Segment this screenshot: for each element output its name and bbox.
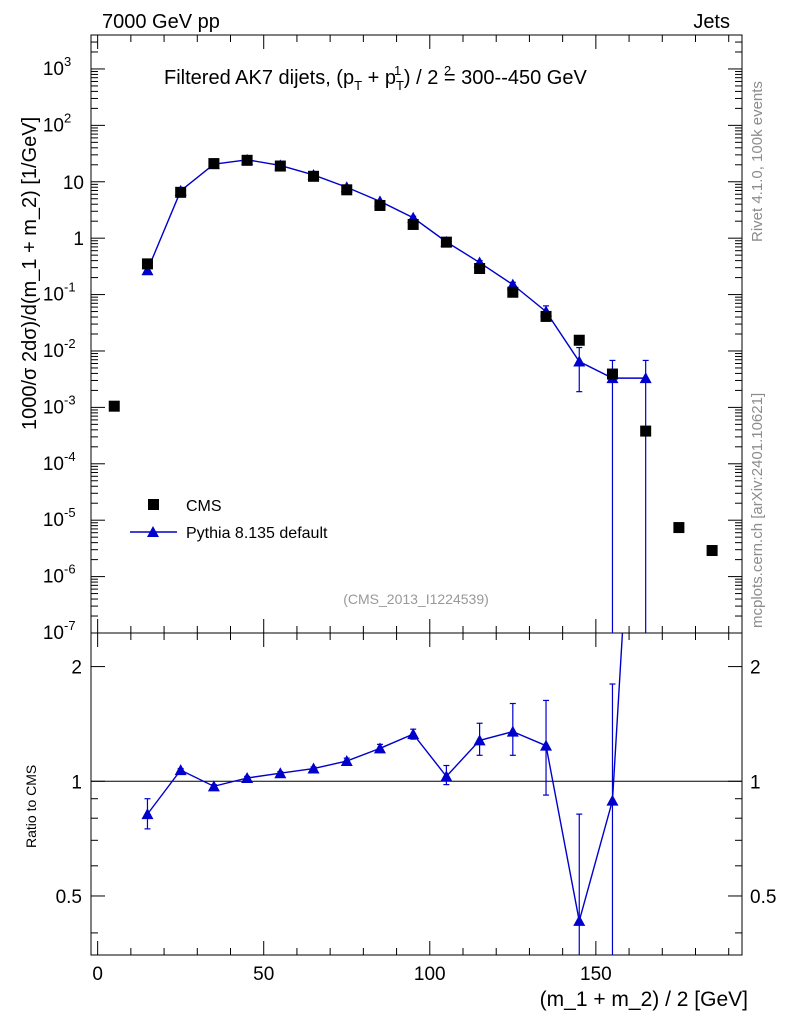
- cms-point: [474, 262, 486, 274]
- ratio-ylabel: Ratio to CMS: [23, 765, 39, 848]
- cms-point: [573, 334, 585, 346]
- ratio-xtick-label: 50: [253, 964, 274, 985]
- main-ytick-exponent: -1: [64, 280, 76, 295]
- ratio-point: [241, 772, 254, 784]
- ratio-ytick-label-right: 0.5: [750, 887, 776, 908]
- title-sup-2: 2: [444, 63, 451, 78]
- pythia-line: [146, 159, 646, 379]
- cms-point: [175, 186, 187, 198]
- cms-point: [706, 545, 718, 557]
- ratio-series: [141, 632, 624, 955]
- cms-point: [341, 184, 353, 196]
- cms-point: [274, 160, 286, 172]
- ratio-ytick-label-right: 2: [750, 658, 761, 679]
- analysis-watermark: (CMS_2013_I1224539): [343, 591, 489, 607]
- pythia-point: [573, 355, 586, 367]
- main-plot-frame: [90, 34, 743, 634]
- cms-point: [673, 522, 685, 534]
- ratio-ytick-label-left: 0.5: [56, 887, 82, 908]
- main-ytick-label: 10: [63, 173, 84, 194]
- main-axis-ticks: [91, 34, 742, 634]
- ratio-axis-ticks: [91, 633, 742, 955]
- main-ytick-label: 10: [43, 397, 64, 418]
- cms-point: [308, 170, 320, 182]
- ratio-point: [373, 742, 386, 754]
- rivet-label: Rivet 4.1.0, 100k events: [749, 81, 766, 242]
- ratio-ytick-label-left: 2: [71, 658, 82, 679]
- main-ytick-exponent: -5: [64, 505, 76, 520]
- title-sup-1: 1: [394, 63, 401, 78]
- legend: CMS Pythia 8.135 default: [130, 498, 328, 542]
- cms-point: [640, 425, 652, 437]
- ratio-point: [540, 739, 553, 751]
- legend-label-cms: CMS: [186, 498, 222, 515]
- main-ylabel: 1000/σ 2dσ)/d(m_1 + m_2) [1/GeV]: [19, 117, 41, 430]
- cms-point: [141, 258, 153, 270]
- main-ytick-label: 10: [43, 623, 64, 644]
- cms-point: [606, 368, 618, 380]
- ratio-ytick-label-left: 1: [71, 772, 82, 793]
- cms-point: [108, 400, 120, 412]
- ratio-point: [307, 762, 320, 774]
- ratio-point: [440, 770, 453, 782]
- ratio-point: [141, 808, 154, 820]
- main-ytick-exponent: 3: [64, 54, 71, 69]
- cms-point: [374, 199, 386, 211]
- main-ytick-exponent: -2: [64, 336, 76, 351]
- ratio-xlabel: (m_1 + m_2) / 2 [GeV]: [540, 988, 748, 1011]
- legend-marker-pythia: [147, 526, 159, 537]
- pythia-point: [639, 372, 652, 384]
- cms-point: [507, 286, 519, 298]
- main-ytick-label: 10: [43, 510, 64, 531]
- main-ytick-exponent: -7: [64, 618, 76, 633]
- cms-point: [440, 236, 452, 248]
- ratio-plot-frame: [90, 632, 743, 956]
- ratio-point: [207, 780, 220, 792]
- ratio-point: [174, 764, 187, 776]
- cms-point: [407, 218, 419, 230]
- main-ytick-label: 10: [43, 454, 64, 475]
- ratio-point: [606, 794, 619, 806]
- legend-label-pythia: Pythia 8.135 default: [186, 525, 328, 542]
- main-ytick-label: 10: [43, 341, 64, 362]
- cms-point: [241, 154, 253, 166]
- main-title: Filtered AK7 dijets, (pT + pT) / 2 = 300…: [164, 67, 587, 93]
- pythia-point: [141, 264, 154, 276]
- ratio-xtick-label: 100: [414, 964, 446, 985]
- header-right: Jets: [693, 11, 730, 33]
- main-ytick-label: 10: [43, 115, 64, 136]
- cms-point: [540, 310, 552, 322]
- ratio-xtick-label: 150: [580, 964, 612, 985]
- legend-marker-cms: [148, 499, 159, 510]
- main-ytick-exponent: 2: [64, 110, 71, 125]
- main-ytick-label: 10: [43, 59, 64, 80]
- main-ytick-label: 1: [73, 229, 84, 250]
- header-left: 7000 GeV pp: [102, 11, 220, 33]
- main-ytick-label: 10: [43, 285, 64, 306]
- ratio-point: [274, 767, 287, 779]
- ratio-point: [473, 734, 486, 746]
- ratio-point: [506, 725, 519, 737]
- mcplots-label: mcplots.cern.ch [arXiv:2401.10621]: [749, 393, 766, 628]
- ratio-xtick-label: 0: [92, 964, 103, 985]
- ratio-point: [340, 755, 353, 767]
- main-series: [108, 153, 718, 633]
- main-ytick-exponent: -6: [64, 562, 76, 577]
- main-ytick-exponent: -4: [64, 449, 76, 464]
- main-ytick-label: 10: [43, 567, 64, 588]
- ratio-point: [407, 728, 420, 740]
- ratio-line: [146, 632, 624, 922]
- ratio-point: [573, 914, 586, 926]
- main-ytick-exponent: -3: [64, 392, 76, 407]
- ratio-ytick-label-right: 1: [750, 772, 761, 793]
- ratio-tick-labels: 0 50 100 150 0.5 0.5 1 1 2 2: [56, 658, 777, 985]
- cms-point: [208, 158, 220, 170]
